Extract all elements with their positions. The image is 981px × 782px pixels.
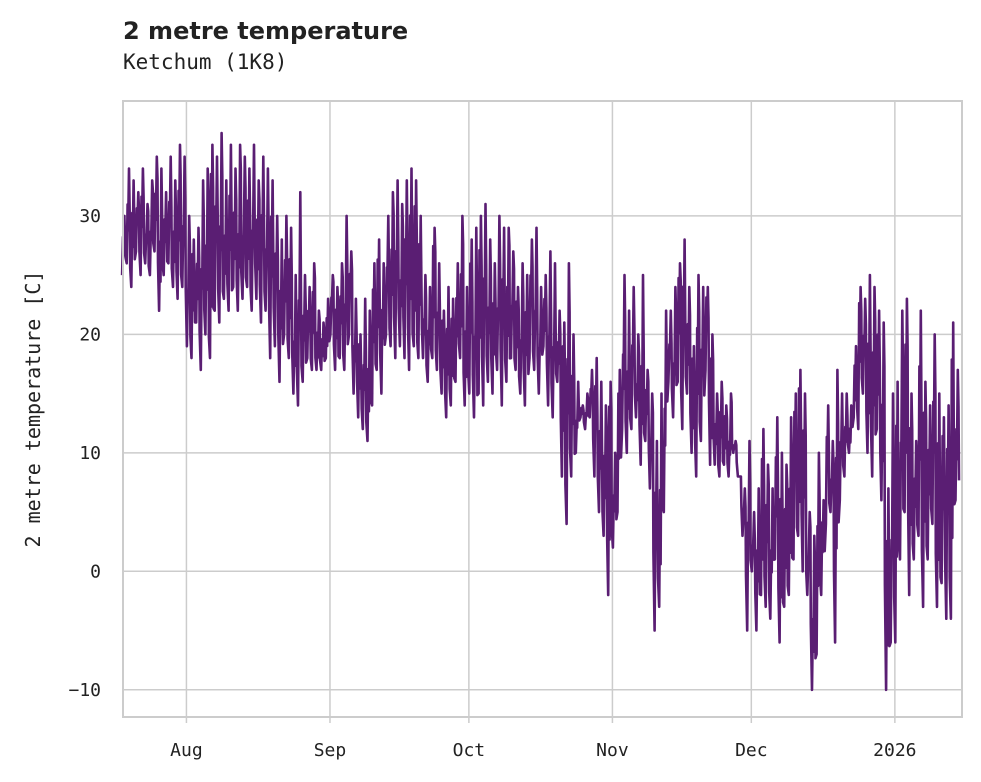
x-tick-label: Aug (170, 740, 203, 761)
x-tick-label: Sep (314, 740, 347, 761)
x-tick-label: Dec (735, 740, 768, 761)
x-tick-label: Oct (453, 740, 486, 761)
y-axis-label: 2 metre temperature [C] (21, 271, 45, 548)
y-tick-label: −10 (68, 680, 101, 701)
x-tick-label: 2026 (873, 740, 916, 761)
chart-title: 2 metre temperature (123, 17, 409, 45)
ticks: Aug Sep Oct Nov Dec 2026 30 20 10 0 −10 (68, 206, 916, 761)
y-tick-label: 10 (79, 443, 101, 464)
x-tick-label: Nov (596, 740, 629, 761)
y-tick-label: 0 (90, 561, 101, 582)
chart-subtitle: Ketchum (1K8) (123, 50, 288, 74)
y-tick-label: 30 (79, 206, 101, 227)
plot-frame (122, 100, 963, 718)
series-line-group (120, 131, 961, 692)
y-tick-label: 20 (79, 324, 101, 345)
temperature-series-line (120, 131, 961, 692)
